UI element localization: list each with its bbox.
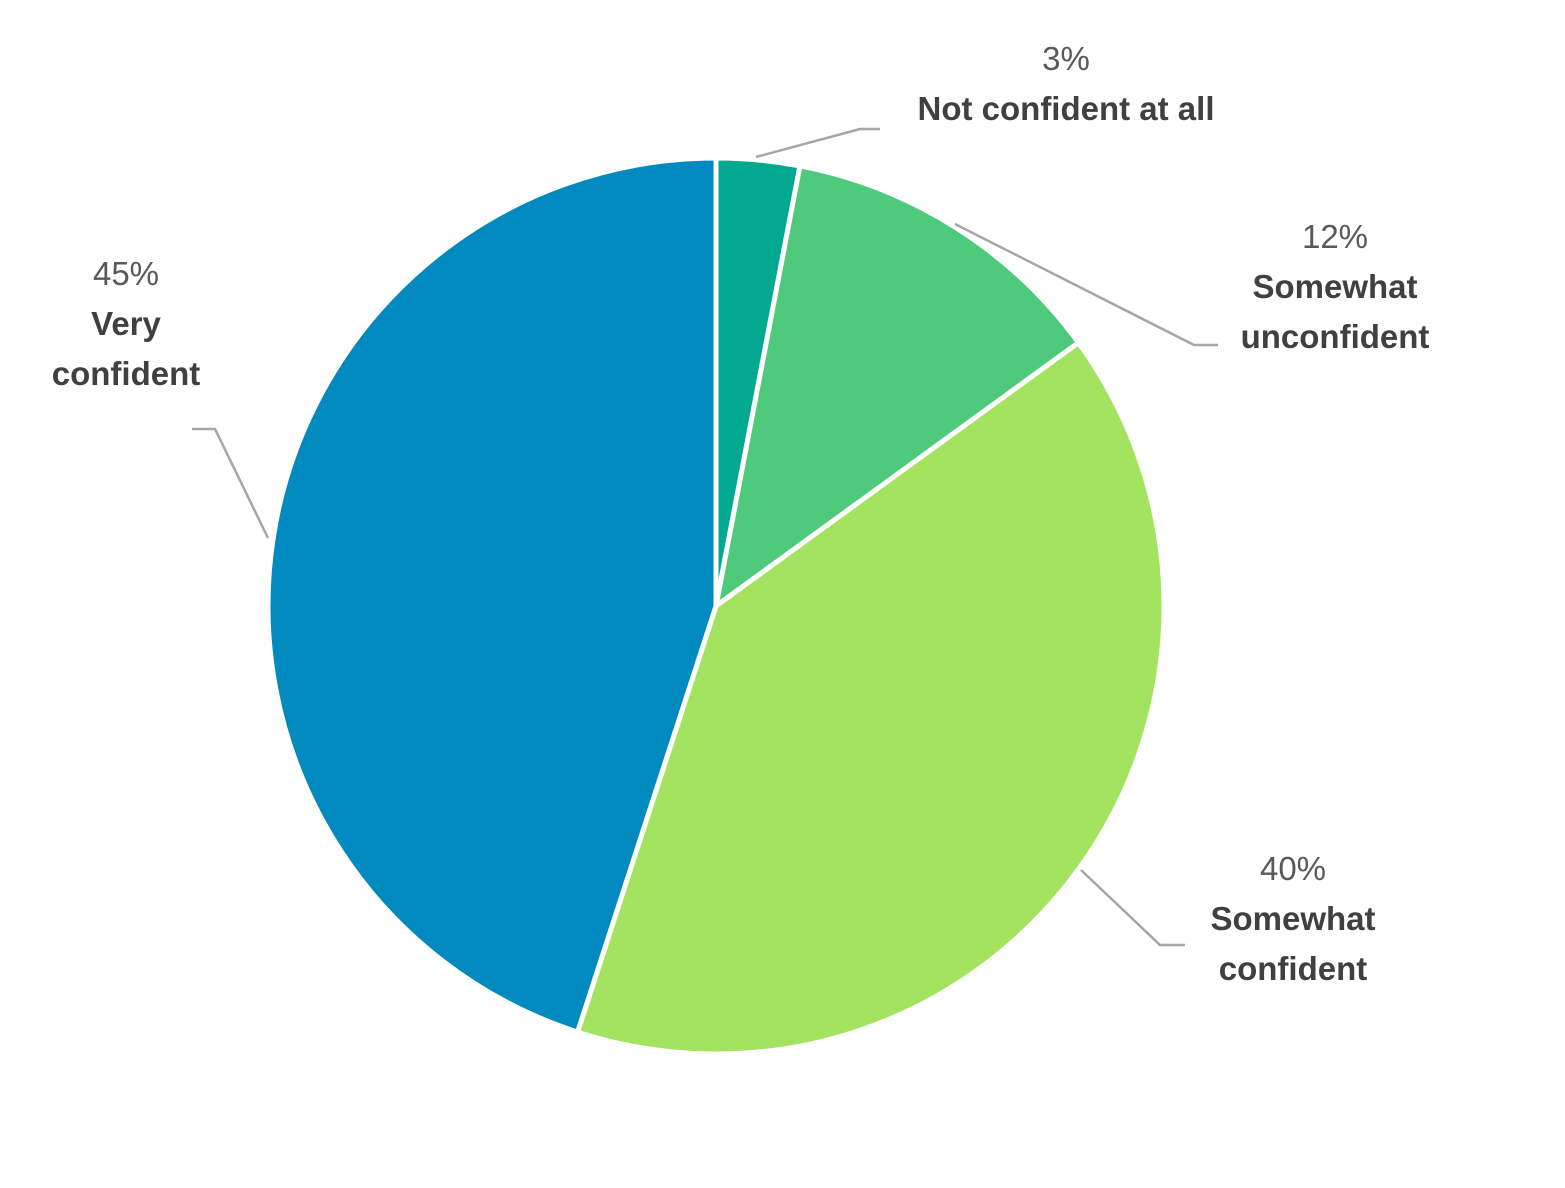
leader-line	[1080, 869, 1185, 947]
slice-category-label: Not confident at all	[918, 90, 1215, 127]
slice-category-label: confident	[1219, 950, 1367, 987]
slice-category-label: confident	[52, 355, 200, 392]
slice-category-label: unconfident	[1241, 318, 1430, 355]
slice-labels: 3% Not confident at all 12% Somewhat unconfi…	[52, 40, 1430, 987]
slice-category-label: Somewhat	[1210, 900, 1375, 937]
leader-line	[192, 427, 270, 539]
slice-value-label: 3%	[1042, 40, 1090, 77]
pie-slice	[713, 163, 1081, 609]
pie-slices	[265, 155, 1167, 1057]
slice-category-label: Very	[91, 305, 161, 342]
pie-slice	[265, 155, 719, 1035]
leader-lines	[192, 127, 1218, 947]
pie-slice	[575, 340, 1167, 1057]
slice-value-label: 12%	[1302, 218, 1368, 255]
leader-line	[755, 127, 880, 159]
slice-value-label: 40%	[1260, 850, 1326, 887]
slice-category-label: Somewhat	[1252, 268, 1417, 305]
leader-line	[954, 222, 1218, 347]
slice-value-label: 45%	[93, 255, 159, 292]
